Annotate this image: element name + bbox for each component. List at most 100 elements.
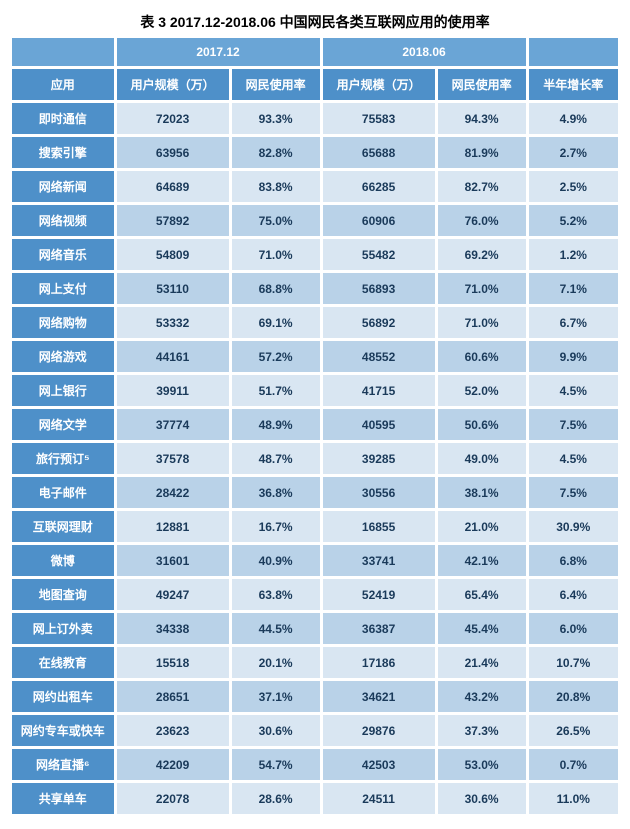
row-label: 网络直播⁶ [12, 748, 115, 782]
row-label: 互联网理财 [12, 510, 115, 544]
cell-u2: 24511 [321, 782, 436, 816]
cell-r1: 83.8% [230, 170, 321, 204]
cell-u1: 28422 [115, 476, 230, 510]
table-row: 网络购物5333269.1%5689271.0%6.7% [12, 306, 618, 340]
cell-r1: 20.1% [230, 646, 321, 680]
cell-r2: 45.4% [436, 612, 527, 646]
cell-u2: 55482 [321, 238, 436, 272]
cell-u2: 60906 [321, 204, 436, 238]
table-row: 电子邮件2842236.8%3055638.1%7.5% [12, 476, 618, 510]
cell-r2: 81.9% [436, 136, 527, 170]
col-growth: 半年增长率 [527, 68, 618, 102]
cell-u1: 39911 [115, 374, 230, 408]
row-label: 网络文学 [12, 408, 115, 442]
row-label: 地图查询 [12, 578, 115, 612]
row-label: 网上银行 [12, 374, 115, 408]
cell-g: 26.5% [527, 714, 618, 748]
header-2017-12: 2017.12 [115, 38, 321, 68]
cell-r2: 43.2% [436, 680, 527, 714]
cell-r2: 53.0% [436, 748, 527, 782]
table-sub-header-row: 应用 用户规模（万） 网民使用率 用户规模（万） 网民使用率 半年增长率 [12, 68, 618, 102]
col-rate-2017: 网民使用率 [230, 68, 321, 102]
cell-r2: 30.6% [436, 782, 527, 816]
col-users-2017: 用户规模（万） [115, 68, 230, 102]
header-2018-06: 2018.06 [321, 38, 527, 68]
cell-g: 9.9% [527, 340, 618, 374]
cell-u1: 57892 [115, 204, 230, 238]
cell-r2: 94.3% [436, 102, 527, 136]
cell-r2: 60.6% [436, 340, 527, 374]
cell-r1: 37.1% [230, 680, 321, 714]
row-label: 网上支付 [12, 272, 115, 306]
row-label: 即时通信 [12, 102, 115, 136]
cell-r2: 21.0% [436, 510, 527, 544]
cell-g: 6.4% [527, 578, 618, 612]
cell-u2: 30556 [321, 476, 436, 510]
cell-r1: 54.7% [230, 748, 321, 782]
cell-r2: 50.6% [436, 408, 527, 442]
table-row: 旅行预订⁵3757848.7%3928549.0%4.5% [12, 442, 618, 476]
col-users-2018: 用户规模（万） [321, 68, 436, 102]
cell-u1: 54809 [115, 238, 230, 272]
cell-g: 20.8% [527, 680, 618, 714]
cell-u2: 39285 [321, 442, 436, 476]
cell-u1: 44161 [115, 340, 230, 374]
cell-r1: 48.7% [230, 442, 321, 476]
cell-r1: 40.9% [230, 544, 321, 578]
cell-u1: 53110 [115, 272, 230, 306]
row-label: 搜索引擎 [12, 136, 115, 170]
row-label: 网络视频 [12, 204, 115, 238]
cell-r2: 42.1% [436, 544, 527, 578]
table-row: 网络视频5789275.0%6090676.0%5.2% [12, 204, 618, 238]
row-label: 网约专车或快车 [12, 714, 115, 748]
table-row: 搜索引擎6395682.8%6568881.9%2.7% [12, 136, 618, 170]
cell-u2: 41715 [321, 374, 436, 408]
cell-g: 2.7% [527, 136, 618, 170]
cell-u2: 56893 [321, 272, 436, 306]
cell-r1: 51.7% [230, 374, 321, 408]
cell-r2: 37.3% [436, 714, 527, 748]
cell-r1: 93.3% [230, 102, 321, 136]
cell-r2: 71.0% [436, 306, 527, 340]
cell-u2: 17186 [321, 646, 436, 680]
cell-r1: 75.0% [230, 204, 321, 238]
cell-u2: 66285 [321, 170, 436, 204]
cell-g: 6.7% [527, 306, 618, 340]
table-row: 网上银行3991151.7%4171552.0%4.5% [12, 374, 618, 408]
cell-u1: 63956 [115, 136, 230, 170]
cell-r1: 28.6% [230, 782, 321, 816]
cell-r1: 57.2% [230, 340, 321, 374]
usage-table: 2017.12 2018.06 应用 用户规模（万） 网民使用率 用户规模（万）… [12, 38, 618, 817]
row-label: 旅行预订⁵ [12, 442, 115, 476]
cell-g: 11.0% [527, 782, 618, 816]
cell-r2: 65.4% [436, 578, 527, 612]
row-label: 共享单车 [12, 782, 115, 816]
cell-r2: 49.0% [436, 442, 527, 476]
cell-u1: 64689 [115, 170, 230, 204]
cell-u1: 15518 [115, 646, 230, 680]
cell-r1: 71.0% [230, 238, 321, 272]
cell-r2: 52.0% [436, 374, 527, 408]
cell-u1: 28651 [115, 680, 230, 714]
cell-u1: 34338 [115, 612, 230, 646]
cell-u1: 23623 [115, 714, 230, 748]
cell-r1: 82.8% [230, 136, 321, 170]
cell-u2: 36387 [321, 612, 436, 646]
cell-r1: 68.8% [230, 272, 321, 306]
table-row: 网络新闻6468983.8%6628582.7%2.5% [12, 170, 618, 204]
cell-u1: 12881 [115, 510, 230, 544]
cell-r2: 71.0% [436, 272, 527, 306]
cell-r2: 38.1% [436, 476, 527, 510]
table-caption: 表 3 2017.12-2018.06 中国网民各类互联网应用的使用率 [12, 12, 618, 32]
table-row: 网约出租车2865137.1%3462143.2%20.8% [12, 680, 618, 714]
table-row: 网上订外卖3433844.5%3638745.4%6.0% [12, 612, 618, 646]
cell-r2: 82.7% [436, 170, 527, 204]
row-label: 网络新闻 [12, 170, 115, 204]
cell-g: 4.5% [527, 374, 618, 408]
table-row: 互联网理财1288116.7%1685521.0%30.9% [12, 510, 618, 544]
cell-u1: 22078 [115, 782, 230, 816]
cell-g: 5.2% [527, 204, 618, 238]
cell-g: 0.7% [527, 748, 618, 782]
col-app: 应用 [12, 68, 115, 102]
cell-r1: 63.8% [230, 578, 321, 612]
